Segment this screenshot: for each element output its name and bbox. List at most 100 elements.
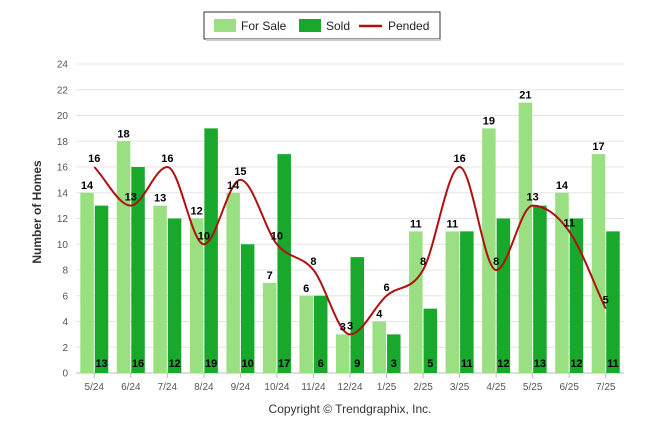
- label-sold: 11: [607, 358, 619, 370]
- bar-for-sale-6-25: [555, 192, 569, 373]
- pended-series-line: [93, 165, 607, 336]
- x-tick-label: 4/25: [486, 382, 506, 393]
- label-sold: 13: [534, 358, 546, 370]
- bar-for-sale-8-24: [189, 218, 204, 373]
- bar-sold-6-24: [131, 167, 145, 373]
- legend-box: [203, 11, 441, 40]
- y-tick-label: 18: [57, 137, 69, 148]
- label-sold: 12: [570, 358, 582, 370]
- bar-for-sale-10-24: [262, 282, 277, 373]
- bar-sold-7-25: [606, 231, 620, 373]
- label-for-sale: 19: [483, 115, 495, 127]
- label-for-sale: 14: [227, 180, 240, 192]
- bar-for-sale-11-24: [299, 295, 313, 373]
- label-for-sale: 14: [556, 180, 569, 192]
- label-sold: 6: [318, 358, 324, 370]
- x-axis-ticks: 5/24 6/24 7/24 8/24 9/24 10/24 11/24 12/24 1/25 2…: [85, 373, 616, 393]
- y-tick-label: 0: [62, 369, 68, 380]
- legend-swatch-sold: [299, 19, 321, 32]
- legend-label-sold: Sold: [326, 19, 350, 33]
- legend-swatch-for-sale: [214, 19, 236, 32]
- bar-sold-2-25: [423, 308, 438, 373]
- y-tick-label: 6: [62, 291, 68, 302]
- x-tick-label: 5/24: [85, 382, 105, 393]
- legend: For Sale Sold Pended: [203, 11, 441, 41]
- x-tick-label: 12/24: [337, 382, 362, 393]
- x-tick-label: 7/25: [596, 382, 616, 393]
- label-pended: 8: [420, 256, 426, 268]
- label-pended: 10: [271, 230, 283, 242]
- label-sold: 9: [354, 358, 360, 370]
- label-sold: 19: [205, 358, 217, 370]
- bar-for-sale-3-25: [445, 231, 460, 373]
- label-for-sale: 6: [303, 283, 309, 295]
- label-pended: 15: [234, 166, 246, 178]
- pended-line: [93, 165, 607, 336]
- bar-for-sale-7-24: [153, 205, 167, 373]
- data-labels: 14 18 13 12 14 7 6 3 4 11 11 19 21 14 17 13 16 12 19 10 17 6 9…: [81, 90, 619, 370]
- x-tick-label: 2/25: [413, 382, 433, 393]
- label-sold: 5: [427, 358, 433, 370]
- bar-sold-12-24: [350, 257, 364, 373]
- bar-sold-5-25: [533, 205, 547, 373]
- label-for-sale: 13: [154, 193, 166, 205]
- bar-sold-11-24: [313, 295, 328, 373]
- label-sold: 11: [461, 358, 473, 370]
- bar-sold-1-25: [387, 334, 401, 373]
- bar-for-sale-5-24: [80, 192, 94, 373]
- legend-label-pended: Pended: [388, 19, 429, 33]
- label-sold: 17: [278, 358, 290, 370]
- bar-sold-3-25: [460, 231, 474, 373]
- label-sold: 3: [391, 358, 397, 370]
- label-pended: 5: [603, 295, 609, 307]
- label-for-sale: 17: [592, 141, 604, 153]
- label-sold: 10: [242, 358, 254, 370]
- label-for-sale: 7: [267, 270, 273, 282]
- x-tick-label: 3/25: [450, 382, 470, 393]
- bar-sold-10-24: [277, 154, 291, 373]
- bar-for-sale-12-24: [336, 334, 350, 373]
- y-tick-label: 14: [57, 188, 69, 199]
- x-tick-label: 9/24: [231, 382, 251, 393]
- y-tick-label: 4: [62, 317, 68, 328]
- y-axis-label: Number of Homes: [30, 160, 44, 264]
- label-for-sale: 4: [376, 309, 383, 321]
- bar-for-sale-4-25: [482, 128, 496, 373]
- bars: [80, 102, 620, 373]
- label-sold: 12: [168, 358, 180, 370]
- bar-for-sale-7-25: [591, 154, 606, 373]
- bar-for-sale-6-24: [116, 141, 131, 373]
- label-for-sale: 12: [190, 206, 202, 218]
- label-for-sale: 21: [519, 90, 531, 102]
- label-pended: 13: [527, 192, 539, 204]
- bar-for-sale-2-25: [409, 231, 423, 373]
- label-pended: 6: [383, 282, 389, 294]
- legend-label-for-sale: For Sale: [241, 19, 287, 33]
- label-sold: 13: [95, 358, 107, 370]
- y-tick-label: 10: [57, 240, 69, 251]
- x-tick-label: 6/25: [559, 382, 579, 393]
- x-tick-label: 5/25: [523, 382, 543, 393]
- label-pended: 8: [493, 256, 499, 268]
- label-pended: 16: [161, 153, 173, 165]
- label-for-sale: 3: [340, 321, 346, 333]
- copyright-credit: Copyright © Trendgraphix, Inc.: [269, 402, 432, 416]
- y-tick-label: 24: [57, 60, 69, 71]
- y-tick-label: 20: [57, 111, 69, 122]
- label-pended: 13: [125, 192, 137, 204]
- y-tick-label: 16: [57, 163, 69, 174]
- label-pended: 11: [563, 217, 575, 229]
- bar-sold-4-25: [496, 218, 511, 373]
- x-tick-label: 6/24: [121, 382, 141, 393]
- label-pended: 16: [453, 153, 465, 165]
- label-pended: 3: [347, 320, 353, 332]
- bar-for-sale-9-24: [226, 192, 240, 373]
- label-for-sale: 11: [410, 218, 422, 230]
- bar-sold-5-24: [94, 205, 109, 373]
- y-tick-label: 22: [57, 85, 69, 96]
- label-pended: 10: [198, 230, 210, 242]
- label-for-sale: 14: [81, 180, 94, 192]
- bar-for-sale-1-25: [372, 321, 387, 373]
